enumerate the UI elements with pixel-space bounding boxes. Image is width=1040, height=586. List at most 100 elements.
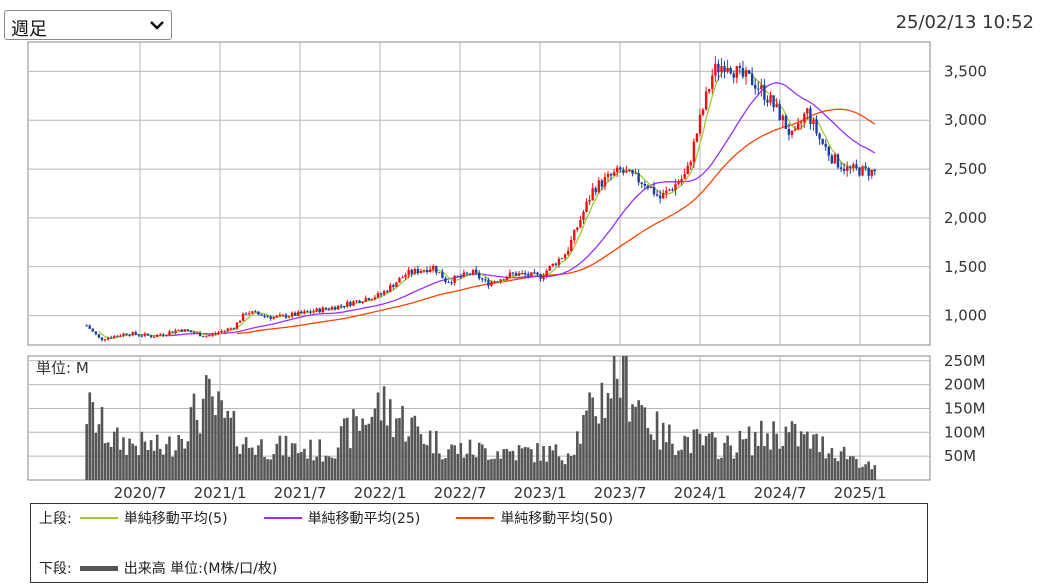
volume-bar	[802, 434, 806, 480]
candle-body	[300, 311, 303, 314]
volume-bar	[520, 448, 524, 480]
volume-bar	[784, 426, 788, 480]
candle-body	[456, 275, 459, 277]
volume-bar	[410, 417, 414, 480]
candle-body	[551, 263, 554, 266]
volume-bar	[542, 445, 545, 480]
candle-body	[754, 84, 757, 89]
volume-bar	[815, 433, 818, 480]
candle-body	[432, 265, 435, 270]
candle-body	[873, 169, 876, 172]
volume-bar	[671, 443, 674, 480]
candle-body	[422, 270, 426, 272]
volume-bar	[211, 396, 214, 480]
candle-body	[793, 129, 797, 131]
candle-body	[536, 272, 539, 275]
volume-bar	[793, 423, 797, 480]
volume-bar	[763, 446, 766, 480]
candle-body	[760, 84, 763, 89]
candle-body	[159, 334, 162, 336]
candle-body	[594, 188, 597, 193]
candle-body	[287, 316, 291, 318]
candle-body	[140, 335, 144, 337]
volume-bar	[766, 433, 769, 480]
candle-body	[162, 334, 165, 336]
volume-bar	[769, 449, 772, 480]
volume-bar	[652, 439, 656, 480]
volume-bar	[125, 454, 128, 480]
candle-body	[781, 115, 784, 121]
candle-body	[392, 285, 395, 287]
volume-bar	[493, 458, 496, 480]
candle-body	[389, 285, 392, 292]
candle-body	[281, 314, 285, 316]
volume-bar	[668, 424, 671, 480]
candle-body	[156, 334, 159, 337]
candle-body	[474, 269, 478, 273]
candle-body	[557, 258, 561, 265]
candle-body	[244, 313, 248, 315]
candle-body	[579, 220, 582, 228]
volume-bar	[336, 447, 340, 480]
volume-bar	[579, 443, 582, 480]
volume-bar	[855, 458, 858, 480]
candle-body	[174, 330, 177, 333]
candle-body	[597, 180, 600, 193]
volume-bar	[683, 435, 686, 480]
candle-body	[649, 187, 653, 189]
volume-bar	[738, 430, 742, 480]
volume-bar	[223, 417, 226, 480]
volume-bar	[778, 448, 782, 480]
candle-body	[318, 308, 321, 313]
volume-bar	[204, 375, 208, 480]
candle-body	[520, 273, 524, 275]
candle-body	[195, 332, 199, 334]
candle-body	[198, 332, 202, 337]
candle-body	[573, 229, 576, 240]
period-select[interactable]: 週足	[4, 10, 172, 40]
candle-body	[186, 329, 190, 331]
volume-bar	[247, 447, 251, 480]
candle-body	[370, 299, 374, 301]
volume-bar	[293, 443, 297, 480]
volume-bar	[496, 451, 499, 480]
volume-bar	[220, 400, 223, 480]
volume-bar	[692, 429, 696, 480]
volume-bar	[799, 431, 803, 480]
candle-body	[530, 272, 533, 277]
volume-bar	[318, 439, 322, 480]
volume-bar	[695, 429, 699, 480]
volume-bar	[158, 448, 162, 480]
candle-body	[266, 315, 269, 317]
candle-body	[689, 161, 692, 166]
candle-body	[566, 250, 570, 255]
volume-bar	[588, 392, 591, 480]
candle-body	[97, 334, 101, 338]
candle-body	[612, 172, 616, 176]
volume-bar	[296, 453, 300, 480]
candle-body	[772, 95, 775, 108]
volume-bar	[116, 427, 119, 480]
candle-body	[812, 119, 815, 124]
candle-body	[349, 301, 352, 306]
candle-body	[505, 277, 508, 281]
volume-bar	[103, 443, 107, 480]
candle-body	[542, 275, 545, 279]
price-y-tick-label: 3,500	[944, 62, 987, 80]
candle-body	[386, 291, 389, 293]
candle-body	[309, 311, 312, 313]
volume-bar	[824, 458, 828, 480]
candle-body	[502, 279, 505, 281]
candle-body	[514, 272, 518, 276]
volume-bar	[551, 450, 555, 480]
candle-body	[625, 171, 628, 173]
volume-y-tick-label: 50M	[944, 447, 976, 465]
volume-bar	[582, 414, 585, 480]
candle-body	[438, 272, 441, 274]
candle-body	[533, 272, 536, 274]
volume-bar	[137, 455, 141, 480]
candle-body	[560, 258, 564, 260]
ma50-line	[236, 108, 876, 335]
candle-body	[361, 301, 364, 303]
volume-bar	[183, 448, 187, 480]
